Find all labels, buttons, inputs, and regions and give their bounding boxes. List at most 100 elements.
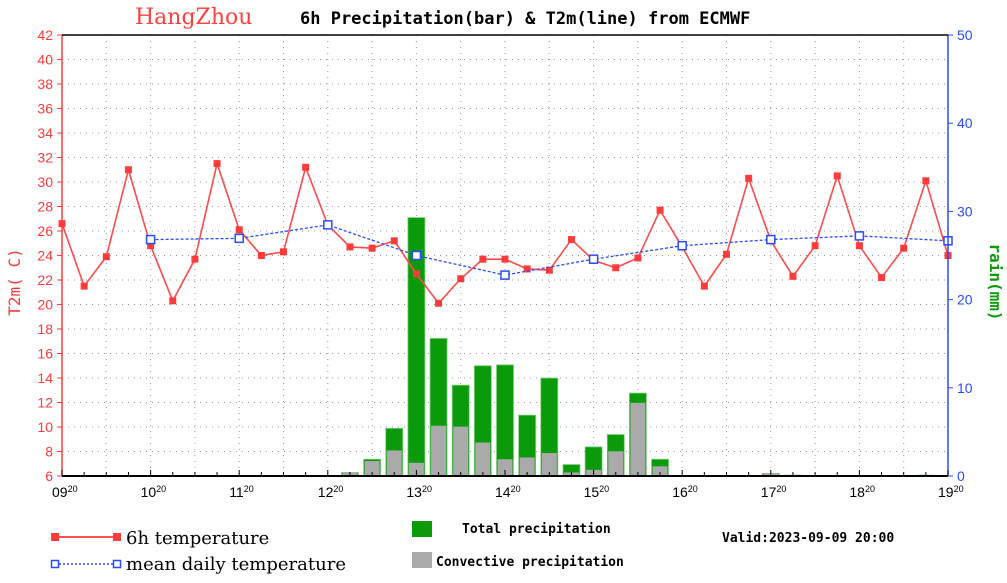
temp-point [390, 237, 398, 245]
temp-point [479, 255, 487, 263]
convective-precip-bar [431, 425, 447, 476]
temp-point [191, 255, 199, 263]
left-tick-label: 32 [37, 150, 53, 166]
left-tick-label: 14 [37, 370, 53, 386]
convective-precip-bar [608, 451, 624, 476]
left-tick-label: 22 [37, 272, 53, 288]
temp-point [745, 174, 753, 182]
temp-point [412, 270, 420, 278]
x-tick-hour: 20 [954, 484, 964, 494]
left-tick-label: 16 [37, 346, 53, 362]
temp-point [811, 242, 819, 250]
legend: 6h temperature mean daily temperature To… [50, 521, 894, 575]
temp-point [634, 254, 642, 262]
x-tick-hour: 20 [422, 484, 432, 494]
x-tick-hour: 20 [333, 484, 343, 494]
temp-point [169, 297, 177, 305]
x-tick-hour: 20 [688, 484, 698, 494]
temp-point [80, 282, 88, 290]
temp-point [280, 248, 287, 256]
x-tick-label: 1920 [938, 484, 964, 500]
temp-point [900, 244, 908, 252]
mean-temp-point [677, 240, 687, 251]
legend-temp-marker [113, 533, 121, 541]
legend-total-swatch [412, 521, 432, 537]
temp-point [346, 243, 354, 251]
right-tick-label: 10 [957, 380, 973, 396]
lines [58, 160, 953, 307]
left-tick-label: 10 [37, 419, 53, 435]
legend-conv-label: Convective precipitation [436, 555, 624, 570]
convective-precip-bar [630, 402, 646, 476]
legend-mean-marker [112, 559, 122, 569]
chart-title-city: HangZhou [135, 5, 252, 30]
mean-temp-point [323, 220, 333, 230]
temp-point [567, 236, 575, 244]
temp-point [878, 274, 886, 282]
left-tick-label: 36 [37, 101, 53, 117]
x-tick-label: 1820 [849, 484, 875, 500]
x-tick-label: 1320 [406, 484, 432, 500]
convective-precip-bar [497, 459, 513, 476]
mean-temp-point [766, 234, 776, 245]
x-tick-label: 1420 [495, 484, 521, 500]
x-tick-hour: 20 [68, 484, 78, 494]
left-tick-label: 40 [37, 52, 53, 68]
temp-point [612, 264, 620, 272]
left-tick-label: 28 [37, 199, 53, 215]
mean-temp-point [234, 233, 244, 244]
legend-temp-label: 6h temperature [126, 528, 269, 549]
x-tick-hour: 20 [599, 484, 609, 494]
x-tick-hour: 20 [511, 484, 521, 494]
left-tick-label: 18 [37, 321, 53, 337]
temp-point [855, 242, 863, 250]
mean-temp-point [500, 270, 510, 280]
left-tick-label: 20 [37, 297, 53, 313]
temp-point [501, 255, 509, 263]
x-tick-label: 1620 [672, 484, 698, 500]
right-tick-label: 30 [957, 203, 973, 219]
x-tick-label: 1120 [229, 484, 254, 500]
mean-temp-point [145, 234, 156, 245]
convective-precip-bar [386, 450, 402, 476]
temp-point [723, 250, 730, 258]
temp-point [656, 206, 664, 214]
x-tick-hour: 20 [156, 484, 166, 494]
temp-point [257, 252, 265, 259]
x-tick-hour: 20 [776, 484, 786, 494]
left-tick-label: 24 [37, 248, 53, 264]
temp-point [435, 299, 443, 307]
x-tick-label: 1220 [318, 484, 344, 500]
legend-total-label: Total precipitation [462, 522, 611, 537]
temp-point [147, 242, 155, 250]
temp-point [789, 272, 797, 280]
left-tick-label: 30 [37, 174, 53, 190]
x-tick-label: 1020 [141, 484, 167, 500]
convective-precip-bar [408, 462, 424, 476]
x-tick-label: 1520 [584, 484, 610, 500]
temp-point [302, 163, 310, 171]
right-tick-label: 50 [957, 27, 973, 43]
temp-point [102, 253, 110, 261]
convective-precip-bar [541, 453, 557, 476]
valid-time: Valid:2023-09-09 20:00 [722, 531, 894, 546]
mean-temp-point [588, 254, 599, 264]
x-tick-hour: 20 [244, 484, 254, 494]
convective-precip-bar [453, 426, 469, 476]
temp-point [833, 172, 841, 180]
left-tick-label: 38 [37, 76, 53, 92]
left-tick-label: 12 [37, 395, 53, 411]
legend-mean-marker [50, 559, 60, 569]
x-tick-hour: 20 [865, 484, 875, 494]
left-tick-label: 34 [37, 125, 53, 141]
temp-point [922, 177, 930, 185]
convective-precip-bar [652, 466, 668, 476]
legend-mean-label: mean daily temperature [126, 554, 346, 575]
temp-point [545, 266, 553, 274]
temp-point [700, 282, 708, 290]
left-tick-label: 8 [45, 444, 53, 460]
mean-temp-point [411, 250, 422, 261]
right-tick-label: 0 [957, 468, 965, 484]
mean-temp-line [150, 224, 949, 276]
